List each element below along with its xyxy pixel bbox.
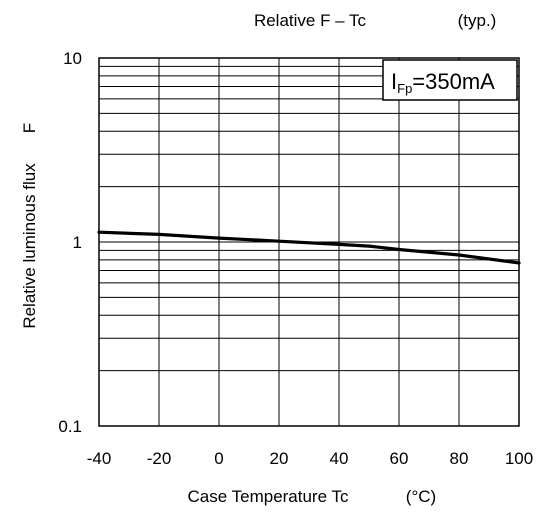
y-axis-label: Relative luminous flux — [20, 163, 39, 329]
x-tick-label: 0 — [214, 449, 223, 468]
x-tick-label: 100 — [505, 449, 533, 468]
y-axis-symbol: F — [20, 123, 39, 133]
y-tick-label: 0.1 — [58, 417, 82, 436]
annotation-subscript: Fp — [397, 81, 412, 96]
annotation-text: IFp=350mA — [391, 69, 495, 96]
series-line — [97, 230, 521, 265]
x-tick-label: 40 — [330, 449, 349, 468]
x-tick-label: -20 — [147, 449, 172, 468]
x-tick-label: 20 — [270, 449, 289, 468]
annotation-rest: =350mA — [412, 69, 495, 94]
chart-title-note: (typ.) — [458, 11, 497, 30]
annotation-main: I — [391, 69, 397, 94]
x-axis-label: Case Temperature Tc — [188, 487, 349, 506]
y-tick-label: 10 — [63, 49, 82, 68]
x-tick-label: 80 — [450, 449, 469, 468]
current-annotation: IFp=350mA — [382, 59, 518, 101]
chart-title: Relative F – Tc — [254, 11, 367, 30]
annotation-box — [382, 59, 518, 101]
y-tick-label: 1 — [73, 233, 82, 252]
x-tick-label: -40 — [87, 449, 112, 468]
x-tick-labels: -40 -20 0 20 40 60 80 100 — [87, 449, 533, 468]
x-axis-unit: (°C) — [406, 487, 436, 506]
y-tick-labels: 0.1 1 10 — [58, 49, 82, 436]
series-layer — [97, 230, 521, 265]
plot-area-frame — [98, 57, 520, 427]
x-tick-label: 60 — [390, 449, 409, 468]
